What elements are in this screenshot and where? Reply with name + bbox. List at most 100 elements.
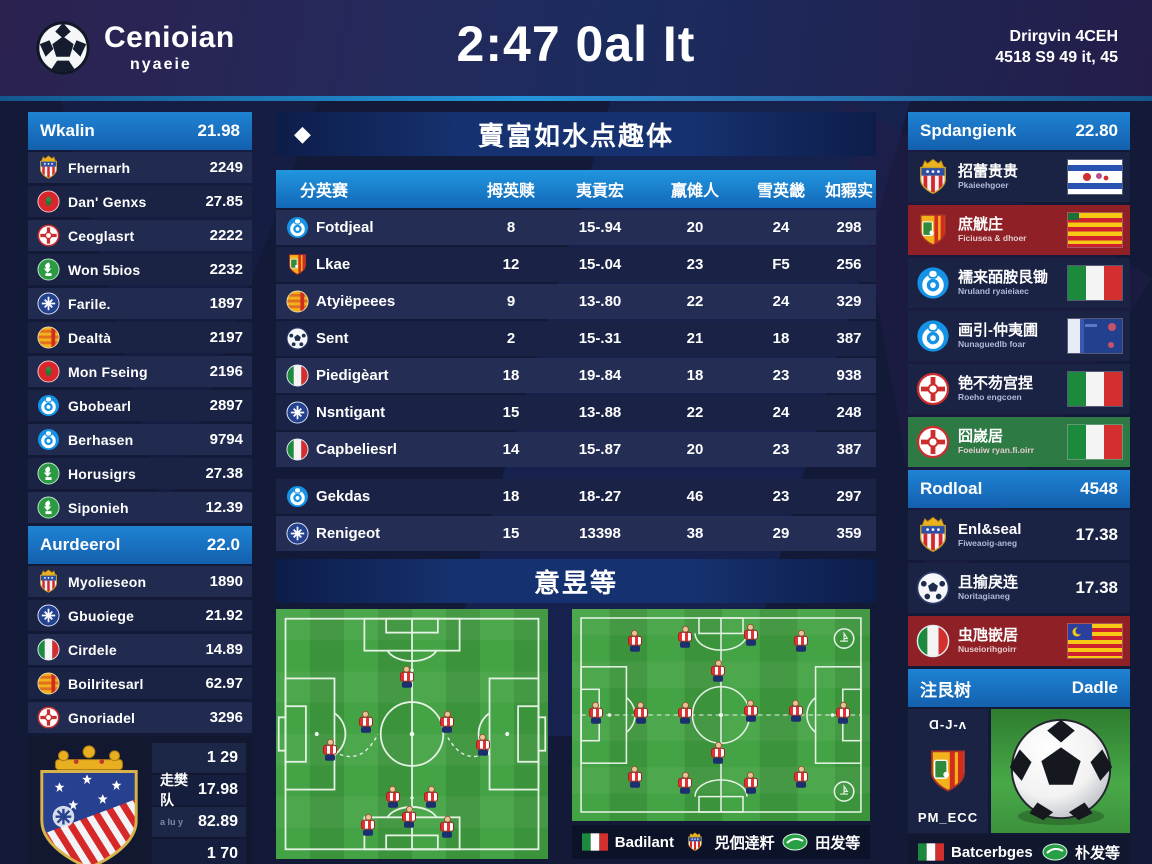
team-text: 虫虺嵌居 Nuseiorihgoirr bbox=[958, 627, 1060, 654]
list-item[interactable]: 庶觥庄 Ficiusea & dhoer bbox=[908, 205, 1130, 255]
stat-value: 1 70 bbox=[206, 845, 238, 862]
legend-item: 田发等 bbox=[782, 832, 860, 853]
list-item[interactable]: Gbobearl 2897 bbox=[28, 390, 252, 421]
team-text: 囧嵗居 Foeiuiw ryan.fi.oirr bbox=[958, 428, 1060, 455]
section-value: 21.98 bbox=[197, 121, 240, 140]
table-cell: 23 bbox=[772, 488, 790, 505]
table-cell: 38 bbox=[686, 525, 704, 542]
italy-flag-icon bbox=[581, 832, 608, 852]
team-value: 1890 bbox=[209, 573, 243, 590]
player-marker bbox=[385, 785, 401, 810]
list-item[interactable]: Mon Fseing 2196 bbox=[28, 356, 252, 387]
legend-label: 朴发等 bbox=[1074, 844, 1120, 862]
france-flag-icon bbox=[1068, 319, 1122, 353]
top-header: Cenioian nyaeie 2:47 0al It Drirgvin 4CE… bbox=[0, 0, 1152, 96]
table-cell: 387 bbox=[836, 330, 862, 347]
orange-stripes-badge-icon bbox=[37, 325, 60, 350]
team-value: 1897 bbox=[209, 295, 243, 312]
list-item[interactable]: Ceoglasrt 2222 bbox=[28, 220, 252, 251]
highlight-info: Ɑ-Ј-ʌ PM_ECC bbox=[908, 709, 988, 833]
team-name: Gnoriadel bbox=[68, 709, 136, 726]
player-marker bbox=[677, 771, 693, 796]
list-item[interactable]: Berhasen 9794 bbox=[28, 424, 252, 455]
red-green-badge-icon bbox=[37, 189, 60, 214]
list-item[interactable]: Farile. 1897 bbox=[28, 288, 252, 319]
table-cell: 329 bbox=[836, 293, 862, 310]
section-header: Spdangienk 22.80 bbox=[908, 112, 1130, 150]
malaysia-flag-icon bbox=[1068, 624, 1122, 658]
list-item[interactable]: Won 5bios 2232 bbox=[28, 254, 252, 285]
list-item[interactable]: Myolieseon 1890 bbox=[28, 566, 252, 597]
team-text: Enl&seal Fiweaoig-aneg bbox=[958, 521, 1067, 548]
list-item[interactable]: 画引-仲夷圃 Nunaguedlb foar bbox=[908, 311, 1130, 361]
list-item[interactable]: Horusigrs 27.38 bbox=[28, 458, 252, 489]
list-item[interactable]: Dealtà 2197 bbox=[28, 322, 252, 353]
list-item[interactable]: 且揄戾连 Noritagianeg 17.38 bbox=[908, 563, 1130, 613]
list-item[interactable]: 囧嵗居 Foeiuiw ryan.fi.oirr bbox=[908, 417, 1130, 467]
list-item[interactable]: Cirdele 14.89 bbox=[28, 634, 252, 665]
table-cell: 20 bbox=[686, 219, 704, 236]
team-value: 14.89 bbox=[205, 641, 243, 658]
table-row[interactable]: Nsntigant 15 13-.88 22 24 248 bbox=[276, 395, 876, 430]
team-name: Fotdjeal bbox=[316, 219, 374, 236]
table-row[interactable]: Fotdjeal 8 15-.94 20 24 298 bbox=[276, 210, 876, 245]
list-item[interactable]: 襦来皕胺艮锄 Nruland ryaieiaec bbox=[908, 258, 1130, 308]
team-value: 12.39 bbox=[205, 499, 243, 516]
legend-label: 田发等 bbox=[815, 834, 861, 852]
team-name: Mon Fseing bbox=[68, 363, 148, 380]
table-row[interactable]: Lkae 12 15-.04 23 F5 256 bbox=[276, 247, 876, 282]
italy-flag-icon bbox=[918, 842, 944, 862]
list-item[interactable]: Dan' Genxs 27.85 bbox=[28, 186, 252, 217]
team-name: Horusigrs bbox=[68, 465, 136, 482]
table-row[interactable]: Piedigèart 18 19-.84 18 23 938 bbox=[276, 358, 876, 393]
ball-badge-icon bbox=[916, 569, 950, 607]
team-name: 襦来皕胺艮锄 bbox=[958, 269, 1049, 287]
table-cell: 13-.80 bbox=[578, 293, 622, 310]
table-row[interactable]: Renigeot 15 13398 38 29 359 bbox=[276, 516, 876, 551]
column-header: 雪英畿 bbox=[756, 183, 805, 200]
table-row[interactable]: Gekdas 18 18-.27 46 23 297 bbox=[276, 479, 876, 514]
team-name: Berhasen bbox=[68, 431, 134, 448]
table-cell: 15-.04 bbox=[578, 256, 622, 273]
legend-item: 兕伵逹粁 bbox=[682, 832, 775, 853]
list-item[interactable]: 招蕾贵贵 Pkaieehgoer bbox=[908, 152, 1130, 202]
section-value: Dadle bbox=[1071, 678, 1118, 697]
list-item[interactable]: Enl&seal Fiweaoig-aneg 17.38 bbox=[908, 510, 1130, 560]
list-item[interactable]: 虫虺嵌居 Nuseiorihgoirr bbox=[908, 616, 1130, 666]
table-cell: 15 bbox=[502, 404, 520, 421]
player-marker bbox=[710, 659, 726, 683]
table-row[interactable]: Atyiëpeees 9 13-.80 22 24 329 bbox=[276, 284, 876, 319]
soccer-ball-photo bbox=[991, 709, 1130, 833]
column-header: 拇英赎 bbox=[486, 183, 535, 200]
table-row[interactable]: Sent 2 15-.31 21 18 387 bbox=[276, 321, 876, 356]
team-subname: Foeiuiw ryan.fi.oirr bbox=[958, 444, 1035, 455]
section-header: Wkalin 21.98 bbox=[28, 112, 252, 150]
team-value: 2249 bbox=[209, 159, 243, 176]
team-value: 2897 bbox=[209, 397, 243, 414]
green-oval-icon bbox=[782, 832, 808, 852]
catalonia-flag-icon bbox=[1068, 213, 1122, 247]
list-item[interactable]: Gnoriadel 3296 bbox=[28, 702, 252, 733]
team-name: Ceoglasrt bbox=[68, 227, 135, 244]
player-marker bbox=[399, 665, 415, 690]
list-item[interactable]: Boilritesarl 62.97 bbox=[28, 668, 252, 699]
table-cell: 22 bbox=[686, 404, 704, 421]
team-value: 21.92 bbox=[205, 607, 243, 624]
team-name: 囧嵗居 bbox=[958, 428, 1004, 446]
team-text: 且揄戾连 Noritagianeg bbox=[958, 574, 1067, 601]
team-name: Piedigèart bbox=[316, 367, 389, 384]
team-text: 画引-仲夷圃 Nunaguedlb foar bbox=[958, 322, 1060, 349]
main-panel: ◆ 賣富如水点趣体 分英赛 拇英赎 夷貢宏 羸傩人 雪英畿 如豭实 Fotdjeal 8 15… bbox=[276, 112, 876, 859]
white-red-badge-icon bbox=[916, 370, 950, 408]
section-title: Aurdeerol bbox=[40, 535, 121, 554]
italy-badge-icon bbox=[286, 363, 309, 388]
section-header: Aurdeerol 22.0 bbox=[28, 526, 252, 564]
list-item[interactable]: 铯不芴宫捏 Roeho engcoen bbox=[908, 364, 1130, 414]
italy-flag-icon bbox=[1068, 266, 1122, 300]
list-item[interactable]: Siponieh 12.39 bbox=[28, 492, 252, 523]
team-name: Gbobearl bbox=[68, 397, 132, 414]
table-cell: 8 bbox=[506, 219, 516, 236]
list-item[interactable]: Fhernarh 2249 bbox=[28, 152, 252, 183]
list-item[interactable]: Gbuoiege 21.92 bbox=[28, 600, 252, 631]
table-row[interactable]: Capbeliesrl 14 15-.87 20 23 387 bbox=[276, 432, 876, 467]
